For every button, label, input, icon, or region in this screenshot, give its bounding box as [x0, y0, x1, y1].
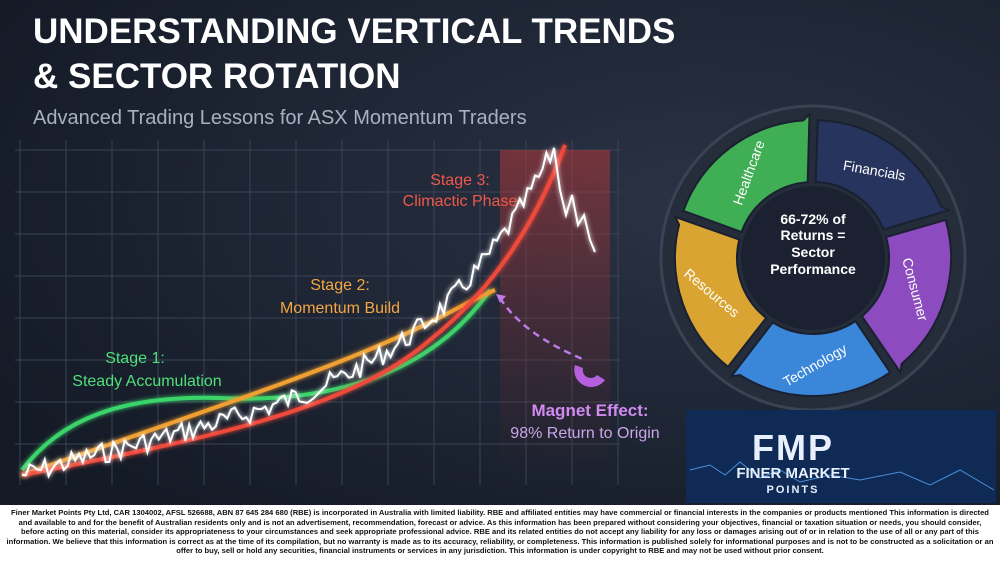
sector-segment [673, 215, 768, 369]
center-text: Sector [791, 244, 835, 260]
disclaimer: Finer Market Points Pty Ltd, CAR 1304002… [0, 505, 1000, 563]
stage3-curve [21, 144, 567, 477]
stage-name: Climactic Phase [403, 193, 518, 210]
stage-label: Stage 2: [310, 277, 370, 294]
cycle-center [741, 186, 885, 330]
stage-name: Momentum Build [280, 300, 400, 317]
logo-name: FINER MARKET [736, 465, 849, 482]
stage-label: Stage 1: [105, 350, 165, 367]
center-text: 66-72% of [780, 211, 846, 227]
logo-sub: POINTS [767, 484, 820, 496]
magnet-label: Magnet Effect: [531, 401, 648, 420]
magnet-icon [574, 365, 605, 388]
sector-segment [682, 111, 811, 234]
subtitle: Advanced Trading Lessons for ASX Momentu… [33, 107, 527, 129]
stage-label: Stage 3: [430, 172, 490, 189]
stage-name: Steady Accumulation [72, 373, 221, 390]
logo-box [686, 410, 996, 503]
title: & SECTOR ROTATION [33, 57, 401, 96]
sector-segment [728, 319, 892, 397]
magnet-text: 98% Return to Origin [510, 425, 659, 442]
logo-line [689, 461, 995, 491]
arrowhead [496, 294, 506, 303]
logo-mark: FMP [752, 427, 834, 468]
stage1-curve [20, 288, 492, 472]
infographic: UNDERSTANDING VERTICAL TRENDS & SECTOR R… [0, 0, 1000, 505]
price-line [21, 147, 596, 479]
stage2-curve [21, 288, 496, 477]
center-text: Performance [770, 261, 856, 277]
center-text: Returns = [781, 227, 846, 243]
title: UNDERSTANDING VERTICAL TRENDS [33, 12, 675, 51]
sector-segment [860, 218, 952, 375]
magnet-arrow [498, 297, 586, 362]
sector-segment [814, 119, 952, 231]
